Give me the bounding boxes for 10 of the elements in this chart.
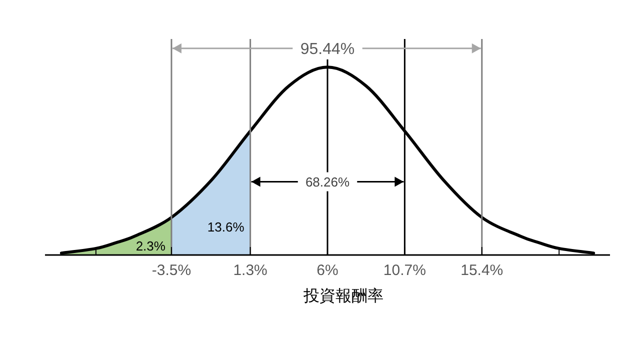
x-tick-label: 6% xyxy=(316,262,338,279)
annotation: 2.3% xyxy=(136,238,166,254)
x-tick-label: 15.4% xyxy=(460,262,504,279)
x-tick-label: 1.3% xyxy=(233,262,268,279)
x-axis-title: 投資報酬率 xyxy=(302,287,384,305)
x-tick-label: -3.5% xyxy=(152,262,192,279)
x-tick-label: 10.7% xyxy=(383,262,426,279)
annotation: 95.44% xyxy=(300,41,355,58)
annotation: 13.6% xyxy=(207,220,245,235)
annotation: 68.26% xyxy=(305,174,350,190)
